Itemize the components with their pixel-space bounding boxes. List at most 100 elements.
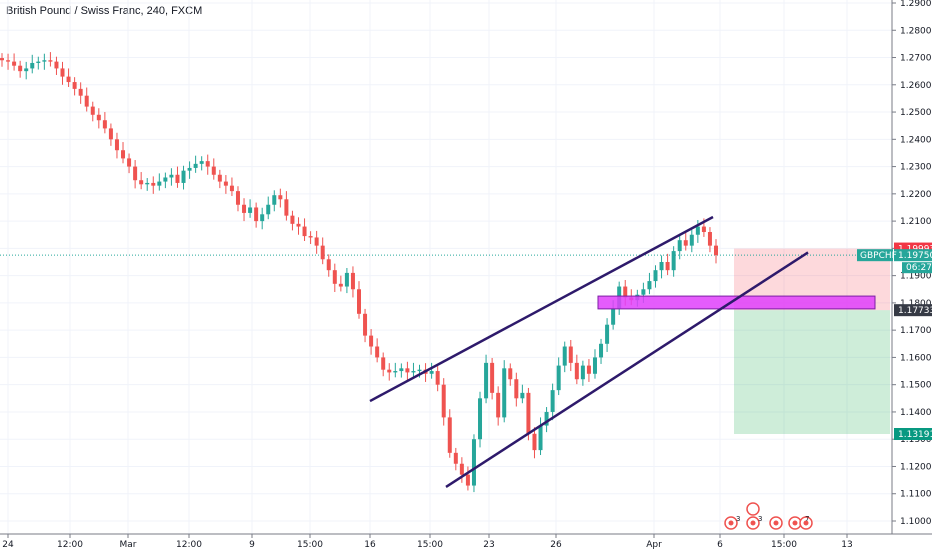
x-tick-label: 26: [550, 540, 562, 550]
candle-body: [562, 346, 567, 366]
candle-body: [235, 191, 240, 205]
candle-body: [0, 58, 4, 61]
candle: [151, 176, 156, 194]
candle: [532, 427, 537, 459]
candle: [193, 155, 198, 173]
candle: [254, 202, 259, 228]
candle: [187, 161, 192, 179]
candle-body: [568, 346, 573, 363]
candle-body: [139, 180, 144, 185]
y-axis: 1.29000 1.28000 1.27000 1.26000 1.25000 1.240…: [857, 0, 932, 534]
candle: [223, 175, 228, 194]
y-tick-label: 1.17000: [900, 326, 932, 336]
candle-body: [24, 68, 29, 72]
candle-body: [78, 88, 83, 96]
candle-body: [296, 223, 301, 227]
position-boxes: [0, 248, 892, 435]
candle-body: [550, 390, 555, 412]
candle: [290, 210, 295, 231]
candle: [677, 233, 682, 260]
candle-body: [417, 369, 422, 372]
y-tick-label: 1.25000: [900, 108, 932, 118]
event-count: 3: [758, 515, 762, 523]
candle-body: [478, 398, 483, 440]
candle-body: [453, 452, 458, 464]
candle-body: [205, 161, 210, 167]
candle-body: [375, 346, 380, 358]
y-tick-label: 1.11000: [900, 490, 932, 500]
event-count: 3: [736, 515, 740, 523]
candle: [314, 230, 319, 254]
candle-body: [689, 234, 694, 246]
candle-body: [211, 166, 216, 175]
candle-body: [133, 166, 138, 181]
candle-body: [151, 182, 156, 186]
candle-body: [659, 262, 664, 271]
y-tick-label: 1.22000: [900, 190, 932, 200]
candle-body: [60, 68, 65, 77]
candle: [605, 318, 610, 352]
candle-body: [592, 357, 597, 374]
candle: [6, 53, 11, 70]
candle: [338, 275, 343, 292]
candle: [707, 227, 712, 253]
y-tick-label: 1.13000: [900, 435, 932, 445]
x-tick-label: 24: [2, 540, 14, 550]
candle: [562, 341, 567, 373]
candle: [441, 378, 446, 426]
candle-body: [320, 245, 325, 260]
candle-body: [96, 114, 101, 121]
candle: [114, 132, 119, 159]
candle: [471, 434, 476, 493]
candle-body: [72, 82, 77, 89]
candle: [157, 173, 162, 191]
candle-body: [54, 61, 59, 69]
candle-body: [260, 214, 265, 222]
candle: [266, 196, 271, 220]
candle: [42, 53, 47, 70]
candle-body: [314, 237, 319, 246]
candle: [248, 199, 253, 218]
candle: [526, 387, 531, 441]
candle-body: [459, 463, 464, 475]
candle: [139, 172, 144, 190]
candle-body: [683, 240, 688, 246]
candle: [411, 362, 416, 378]
candle-body: [357, 289, 361, 314]
candle: [586, 359, 591, 382]
event-count: 7: [805, 515, 809, 523]
candle-body: [332, 270, 337, 284]
candle: [375, 338, 380, 363]
candle: [163, 172, 168, 189]
candle: [568, 339, 573, 372]
entry-badge-bg: [894, 304, 932, 317]
candle-body: [677, 240, 682, 252]
candle-body: [429, 371, 434, 374]
candle: [478, 391, 483, 448]
candle: [599, 338, 604, 364]
candle-body: [108, 128, 113, 140]
supply-zone: [597, 295, 876, 310]
candle-body: [532, 433, 537, 451]
y-tick-label: 1.12000: [900, 462, 932, 472]
candle: [369, 329, 374, 355]
candle: [393, 362, 398, 378]
candle: [653, 265, 658, 288]
candle: [272, 190, 277, 212]
candle-body: [599, 343, 604, 358]
candle-body: [229, 185, 234, 192]
candle: [357, 281, 361, 319]
candle-body: [344, 272, 349, 287]
candle-body: [526, 392, 531, 434]
candle-body: [520, 392, 525, 399]
candle: [671, 246, 676, 277]
candle: [320, 237, 325, 265]
candle: [435, 366, 440, 392]
y-tick-label: 1.15000: [900, 381, 932, 391]
candle-body: [695, 226, 700, 235]
candle-body: [574, 362, 579, 380]
candle-body: [326, 259, 331, 271]
candle: [490, 357, 495, 400]
candle: [538, 417, 543, 456]
